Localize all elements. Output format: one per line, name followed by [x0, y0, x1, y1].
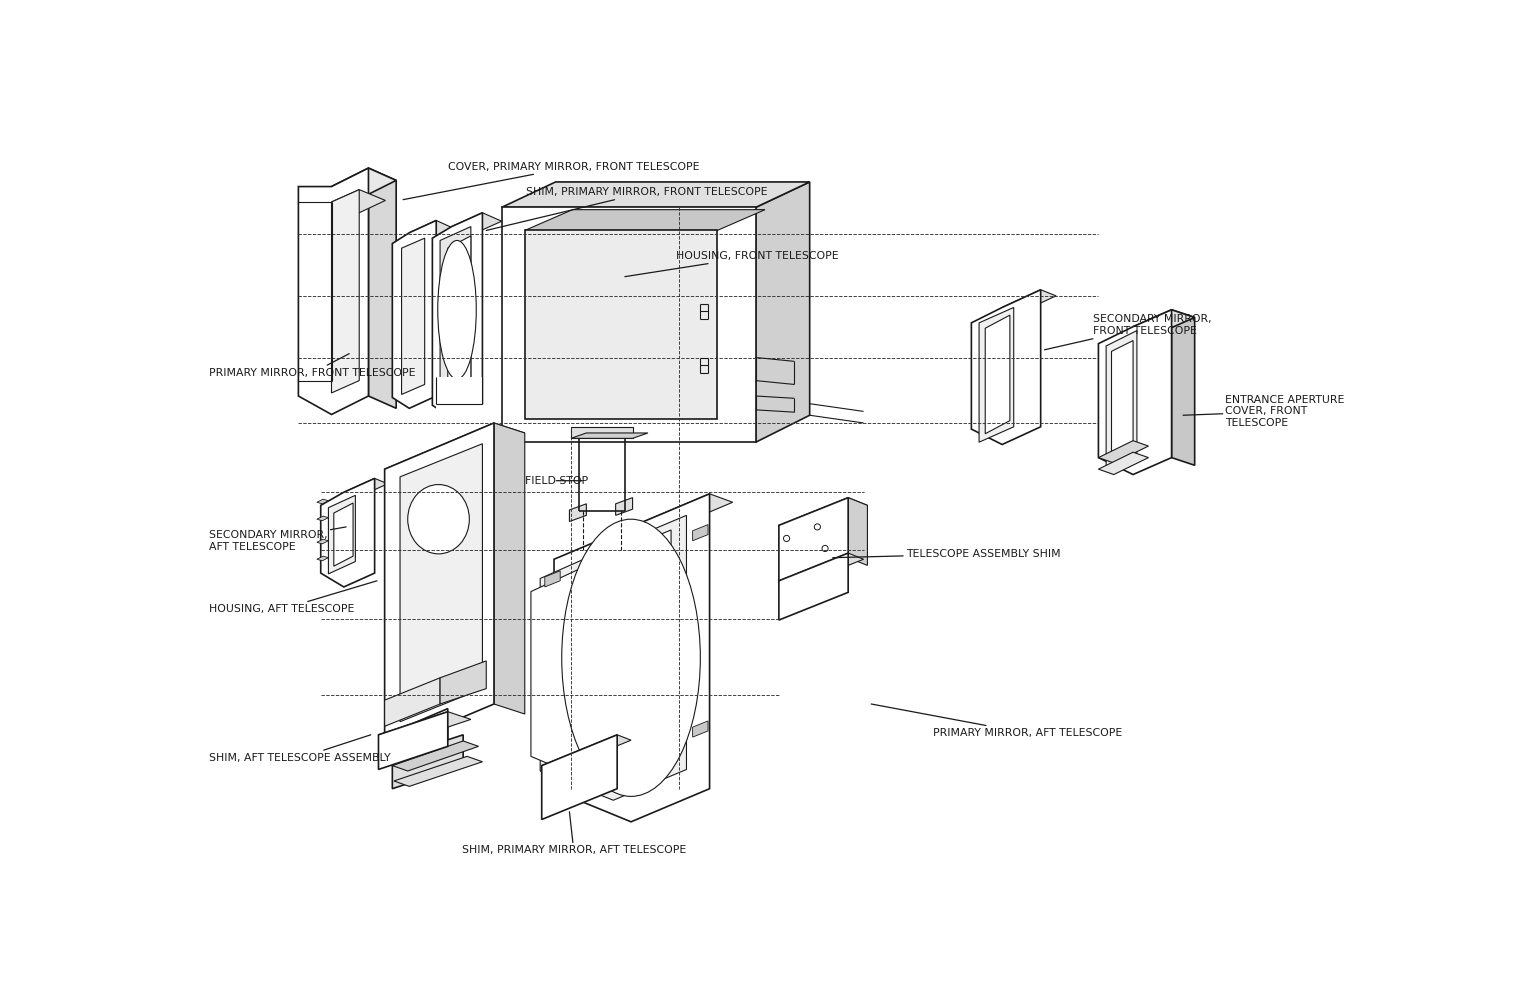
Polygon shape [392, 735, 463, 789]
Polygon shape [1112, 341, 1133, 461]
Polygon shape [1098, 441, 1148, 463]
Text: HOUSING, AFT TELESCOPE: HOUSING, AFT TELESCOPE [210, 581, 377, 614]
Polygon shape [693, 721, 708, 738]
Polygon shape [331, 168, 396, 199]
Polygon shape [986, 315, 1010, 434]
Text: SHIM, PRIMARY MIRROR, AFT TELESCOPE: SHIM, PRIMARY MIRROR, AFT TELESCOPE [462, 812, 687, 855]
Polygon shape [317, 540, 328, 544]
Text: COVER, PRIMARY MIRROR, FRONT TELESCOPE: COVER, PRIMARY MIRROR, FRONT TELESCOPE [403, 161, 699, 200]
Polygon shape [401, 239, 425, 394]
Ellipse shape [437, 241, 477, 379]
Polygon shape [615, 498, 632, 516]
Polygon shape [409, 221, 453, 241]
Polygon shape [501, 207, 756, 443]
Polygon shape [779, 553, 864, 587]
Polygon shape [756, 182, 810, 443]
Polygon shape [779, 498, 848, 585]
Polygon shape [1171, 310, 1194, 465]
Polygon shape [298, 168, 369, 415]
Polygon shape [384, 678, 441, 727]
Polygon shape [392, 741, 478, 771]
Text: SECONDARY MIRROR,
FRONT TELESCOPE: SECONDARY MIRROR, FRONT TELESCOPE [1045, 315, 1212, 349]
Polygon shape [532, 530, 671, 786]
Polygon shape [779, 498, 867, 533]
Polygon shape [571, 433, 649, 439]
Text: SHIM, AFT TELESCOPE ASSEMBLY: SHIM, AFT TELESCOPE ASSEMBLY [210, 735, 390, 763]
Polygon shape [441, 227, 471, 406]
Polygon shape [334, 503, 352, 566]
Polygon shape [378, 712, 448, 769]
Polygon shape [321, 478, 375, 587]
Polygon shape [779, 553, 848, 620]
Polygon shape [317, 556, 328, 560]
Polygon shape [494, 423, 524, 714]
Polygon shape [545, 571, 561, 587]
Polygon shape [317, 499, 328, 504]
Text: HOUSING, FRONT TELESCOPE: HOUSING, FRONT TELESCOPE [624, 250, 838, 276]
Polygon shape [331, 190, 358, 393]
Polygon shape [436, 377, 483, 427]
Text: SHIM, PRIMARY MIRROR, FRONT TELESCOPE: SHIM, PRIMARY MIRROR, FRONT TELESCOPE [486, 187, 767, 231]
Text: PRIMARY MIRROR, AFT TELESCOPE: PRIMARY MIRROR, AFT TELESCOPE [872, 704, 1123, 739]
Polygon shape [971, 290, 1041, 445]
Polygon shape [328, 495, 355, 574]
Polygon shape [501, 182, 810, 207]
Circle shape [784, 536, 790, 542]
Polygon shape [542, 735, 630, 771]
Polygon shape [1106, 331, 1136, 469]
Polygon shape [630, 494, 732, 536]
Polygon shape [1003, 290, 1056, 314]
Text: TELESCOPE ASSEMBLY SHIM: TELESCOPE ASSEMBLY SHIM [832, 548, 1060, 558]
Circle shape [814, 524, 820, 530]
Polygon shape [524, 210, 766, 231]
Polygon shape [1098, 452, 1148, 474]
Polygon shape [848, 498, 867, 565]
Polygon shape [399, 444, 483, 722]
Polygon shape [343, 478, 387, 498]
Polygon shape [317, 516, 328, 521]
Polygon shape [393, 756, 483, 786]
Polygon shape [693, 525, 708, 541]
Polygon shape [433, 213, 483, 418]
Circle shape [822, 545, 828, 551]
Text: ENTRANCE APERTURE
COVER, FRONT
TELESCOPE: ENTRANCE APERTURE COVER, FRONT TELESCOPE [1183, 395, 1344, 428]
Polygon shape [392, 221, 436, 408]
Text: PRIMARY MIRROR, FRONT TELESCOPE: PRIMARY MIRROR, FRONT TELESCOPE [210, 353, 416, 378]
Polygon shape [541, 516, 687, 800]
Polygon shape [384, 423, 494, 750]
Polygon shape [448, 236, 471, 394]
Polygon shape [1133, 310, 1194, 335]
Polygon shape [384, 423, 524, 479]
Polygon shape [441, 661, 486, 704]
Polygon shape [1098, 310, 1171, 474]
Polygon shape [406, 709, 448, 775]
Polygon shape [331, 190, 386, 213]
Polygon shape [980, 308, 1013, 443]
Ellipse shape [562, 519, 700, 796]
Text: FIELD STOP: FIELD STOP [524, 476, 588, 486]
Polygon shape [451, 213, 501, 235]
Polygon shape [378, 712, 471, 742]
Polygon shape [369, 168, 396, 408]
Polygon shape [545, 765, 561, 782]
Ellipse shape [407, 484, 469, 553]
Polygon shape [542, 735, 617, 820]
Polygon shape [554, 494, 709, 822]
Polygon shape [570, 504, 586, 522]
Polygon shape [524, 231, 717, 419]
Text: SECONDARY MIRROR,
AFT TELESCOPE: SECONDARY MIRROR, AFT TELESCOPE [210, 527, 346, 551]
Polygon shape [571, 427, 632, 439]
